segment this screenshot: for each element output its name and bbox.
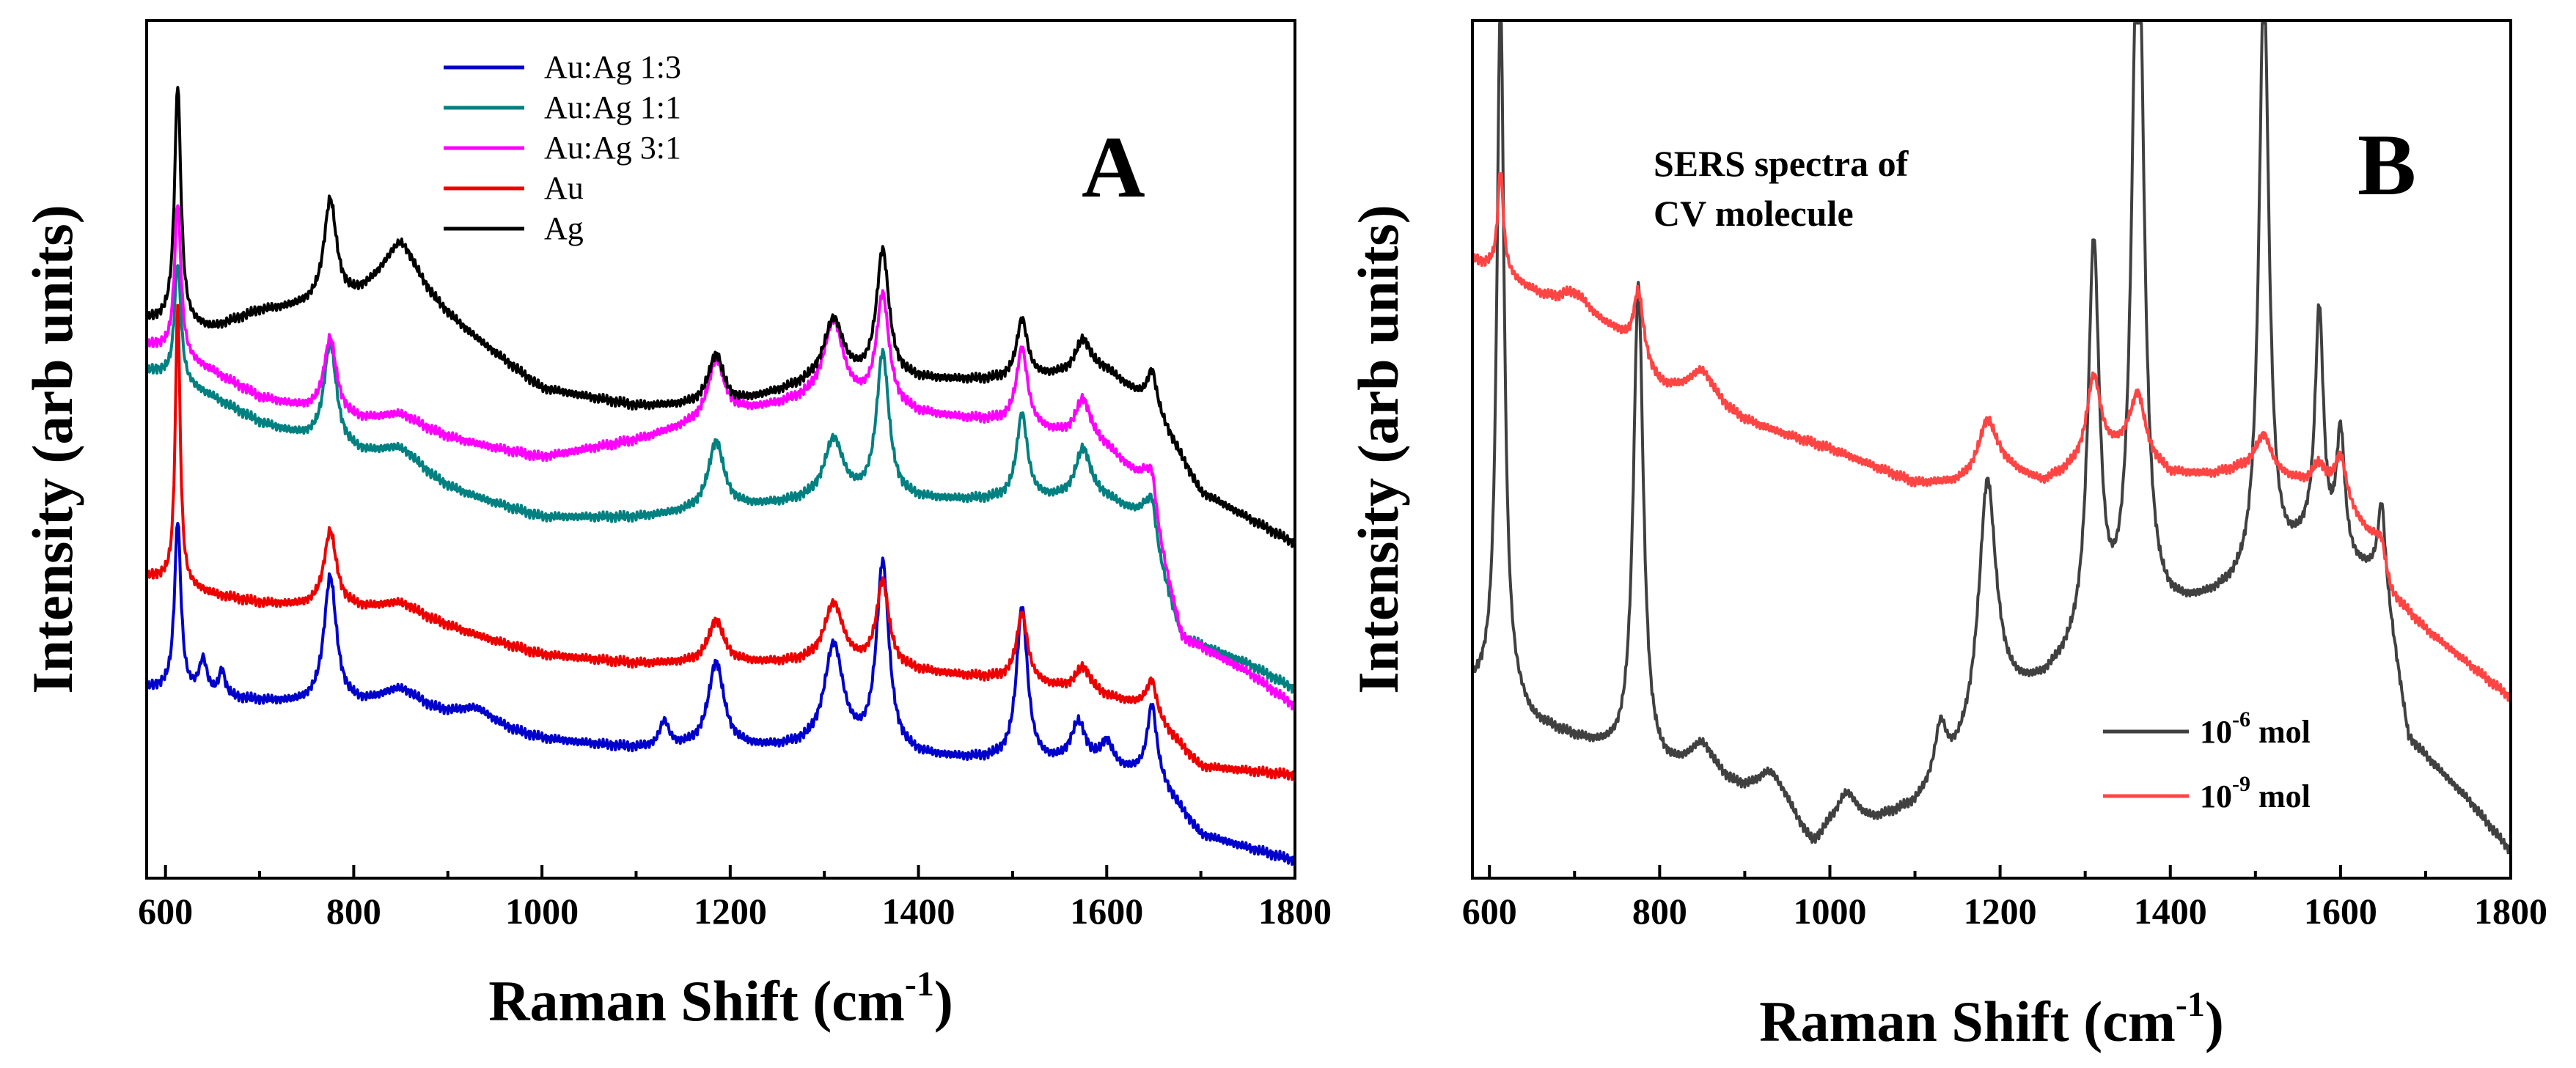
legend-label-2: Au:Ag 3:1 <box>544 130 681 166</box>
panel-b-annotation-line-2: CV molecule <box>1654 193 1854 234</box>
panel-b-annotation-line-1: SERS spectra of <box>1654 143 1909 184</box>
legend-b-label-0: 10-6 mol <box>2200 707 2311 750</box>
panel-b-x-axis-label: Raman Shift (cm-1) <box>1759 985 2224 1053</box>
x-tick-label-1600: 1600 <box>1070 891 1143 932</box>
x-tick-label-1000: 1000 <box>1793 891 1866 932</box>
x-tick-label-1800: 1800 <box>1258 891 1332 932</box>
x-tick-label-800: 800 <box>1632 891 1687 932</box>
panel-a-series-line-2 <box>147 204 1296 711</box>
panel-a-series-line-3 <box>147 303 1296 781</box>
panel-b-series-line-0 <box>1472 21 2512 855</box>
panel-b-chart: 600 800 1000 1200 1400 1600 1800 Raman Shift (… <box>1346 19 2547 1053</box>
legend-label-0: Au:Ag 1:3 <box>544 49 681 85</box>
panel-a-series-line-1 <box>147 264 1296 694</box>
legend-b-label-1: 10-9 mol <box>2200 772 2311 814</box>
panel-a-x-ticks <box>164 865 1296 878</box>
legend-label-3: Au <box>544 170 584 206</box>
panel-a-series-line-4 <box>147 86 1296 548</box>
panel-b-series-group <box>1472 21 2512 855</box>
x-tick-label-600: 600 <box>138 891 193 932</box>
panel-a-series-line-0 <box>147 521 1296 866</box>
legend-label-4: Ag <box>544 210 584 246</box>
panel-a-y-axis-label: Intensity (arb units) <box>21 205 84 693</box>
panel-b-series-line-1 <box>1472 172 2512 702</box>
panel-a-legend: Au:Ag 1:3 Au:Ag 1:1 Au:Ag 3:1 Au Ag <box>444 49 681 246</box>
panel-b-x-tick-labels: 600 800 1000 1200 1400 1600 1800 <box>1462 891 2547 932</box>
panel-b-letter: B <box>2357 116 2416 213</box>
legend-label-1: Au:Ag 1:1 <box>544 89 681 125</box>
x-tick-label-1800: 1800 <box>2474 891 2547 932</box>
panel-a-chart: 600 800 1000 1200 1400 1600 1800 Raman Shift (… <box>21 19 1332 1033</box>
x-tick-label-1400: 1400 <box>882 891 955 932</box>
panel-b-y-axis-label: Intensity (arb units) <box>1346 205 1410 693</box>
x-tick-label-1400: 1400 <box>2134 891 2207 932</box>
panel-b-legend: 10-6 mol 10-9 mol <box>2103 707 2311 814</box>
panel-b-plot-frame <box>1471 19 2512 880</box>
x-tick-label-1600: 1600 <box>2304 891 2377 932</box>
x-tick-label-1000: 1000 <box>505 891 579 932</box>
x-tick-label-600: 600 <box>1462 891 1517 932</box>
panel-a-x-axis-label: Raman Shift (cm-1) <box>488 965 953 1033</box>
panel-a-series-group <box>147 86 1296 866</box>
x-tick-label-1200: 1200 <box>1964 891 2037 932</box>
panel-a-letter: A <box>1082 118 1145 216</box>
x-tick-label-800: 800 <box>326 891 381 932</box>
panel-b-x-ticks <box>1488 865 2512 878</box>
panel-a-x-tick-labels: 600 800 1000 1200 1400 1600 1800 <box>138 891 1332 932</box>
panel-a-plot-frame <box>145 19 1296 880</box>
x-tick-label-1200: 1200 <box>694 891 767 932</box>
